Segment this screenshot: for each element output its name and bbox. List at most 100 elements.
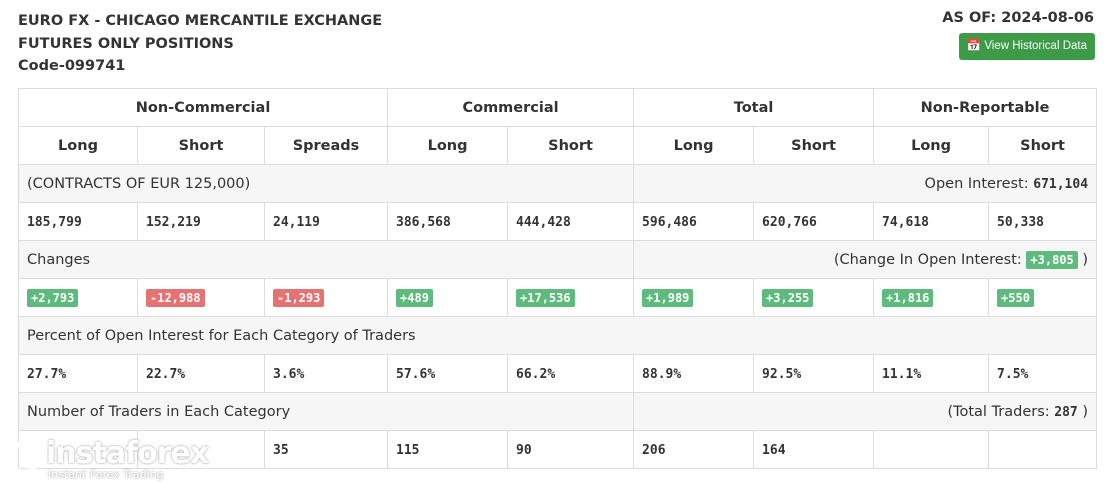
cell: 620,766 (753, 202, 875, 241)
cell: 88.9% (633, 354, 755, 393)
percent-label-row: Percent of Open Interest for Each Catego… (17, 316, 1098, 355)
column-header: Long (387, 126, 509, 165)
value: 596,486 (642, 214, 697, 230)
cell: 50,338 (988, 202, 1098, 241)
group-header: Non-Reportable (873, 88, 1098, 127)
cell: +1,989 (633, 278, 755, 317)
cell (988, 430, 1098, 469)
view-historical-button[interactable]: 📅 View Historical Data (958, 33, 1095, 60)
value: 92.5% (762, 366, 802, 382)
value: 620,766 (762, 214, 817, 230)
subtitle: FUTURES ONLY POSITIONS (18, 35, 234, 52)
column-header: Long (633, 126, 755, 165)
value: 164 (762, 442, 786, 458)
contracts-row: (CONTRACTS OF EUR 125,000) Open Interest:… (17, 164, 1098, 203)
cell: 3.6% (263, 354, 389, 393)
header: EURO FX - CHICAGO MERCANTILE EXCHANGE FU… (18, 10, 382, 78)
cell: +489 (387, 278, 509, 317)
change-badge: -1,293 (273, 288, 325, 307)
as-of: AS OF: 2024-08-06 (942, 10, 1094, 26)
value: 11.1% (882, 366, 922, 382)
cell: 386,568 (387, 202, 509, 241)
summary-badge: +3,805 (1026, 250, 1078, 269)
cell: 444,428 (507, 202, 635, 241)
column-header: Long (18, 126, 138, 165)
column-header: Long (873, 126, 990, 165)
summary-text: (Change In Open Interest: (833, 251, 1022, 268)
cell: 90 (507, 430, 635, 469)
cell: +3,255 (753, 278, 875, 317)
changes-label-row: Changes (Change In Open Interest: +3,805 … (17, 240, 1098, 279)
traders-label-row: Number of Traders in Each Category (Total… (17, 392, 1098, 431)
value: 27.7% (27, 366, 67, 382)
group-header: Commercial (387, 88, 635, 127)
cell: 22.7% (137, 354, 265, 393)
value: 206 (642, 442, 666, 458)
row-summary: Open Interest: 671,104 (633, 164, 1098, 203)
value: 66.2% (516, 366, 556, 382)
button-label: View Historical Data (984, 40, 1087, 52)
change-badge: +1,989 (642, 288, 694, 307)
cell: 74,618 (873, 202, 990, 241)
row-label: Number of Traders in Each Category (17, 392, 635, 431)
summary-text: (Total Traders: (947, 403, 1050, 420)
value: 386,568 (396, 214, 451, 230)
cell: -1,293 (263, 278, 389, 317)
cell: 24,119 (263, 202, 389, 241)
summary-num: 671,104 (1033, 176, 1089, 192)
group-header: Non-Commercial (17, 88, 389, 127)
title: EURO FX - CHICAGO MERCANTILE EXCHANGE (18, 13, 383, 29)
change-badge: +489 (396, 288, 433, 307)
row-label: Changes (17, 240, 635, 279)
value: 22.7% (146, 366, 186, 382)
value: 24,119 (273, 214, 320, 230)
row-label: Percent of Open Interest for Each Catego… (17, 316, 1098, 355)
cell: 185,799 (18, 202, 138, 241)
cell: 27.7% (18, 354, 138, 393)
cell: 11.1% (873, 354, 990, 393)
cell: 57.6% (387, 354, 509, 393)
cell (137, 430, 265, 469)
cell: 206 (633, 430, 755, 469)
cell: 7.5% (988, 354, 1098, 393)
summary-num: 287 (1054, 404, 1078, 420)
percents-row: 27.7% 22.7% 3.6% 57.6% 66.2% 88.9% 92.5% 11.1% 7… (18, 354, 1098, 393)
brand: instaforex (46, 436, 209, 471)
value: 35 (273, 442, 289, 458)
change-badge: +1,816 (882, 288, 934, 307)
group-row: Non-Commercial Commercial Total Non-Reporta… (17, 88, 1098, 127)
group-header: Total (633, 88, 875, 127)
changes-row: +2,793 -12,988 -1,293 +489 +17,536 +1,989 +3,2… (18, 278, 1098, 317)
value: 185,799 (27, 214, 82, 230)
change-badge: -12,988 (146, 288, 205, 307)
summary-text: ) (1082, 403, 1089, 420)
change-badge: +550 (997, 288, 1034, 307)
value: 90 (516, 442, 532, 458)
value: 152,219 (146, 214, 201, 230)
cell: +1,816 (873, 278, 990, 317)
cell (873, 430, 990, 469)
value: 115 (396, 442, 420, 458)
cell: 152,219 (137, 202, 265, 241)
cell: +2,793 (18, 278, 138, 317)
change-badge: +17,536 (516, 288, 575, 307)
value: 3.6% (273, 366, 305, 382)
change-badge: +2,793 (27, 288, 79, 307)
cot-table: Non-Commercial Commercial Total Non-Reporta… (17, 88, 1098, 469)
value: 57.6% (396, 366, 436, 382)
change-badge: +3,255 (762, 288, 814, 307)
cell: -12,988 (137, 278, 265, 317)
column-row: Long Short Spreads Long Short Long Short Long Sh… (18, 126, 1098, 165)
cell: 92.5% (753, 354, 875, 393)
column-header: Short (753, 126, 875, 165)
tagline: Instant Forex Trading (48, 468, 164, 481)
traders-row: 35 115 90 206 164 (18, 430, 1098, 469)
cell: +550 (988, 278, 1098, 317)
column-header: Short (507, 126, 635, 165)
value: 88.9% (642, 366, 682, 382)
cell: 164 (753, 430, 875, 469)
positions-row: 185,799 152,219 24,119 386,568 444,428 596,48… (18, 202, 1098, 241)
cell: 596,486 (633, 202, 755, 241)
summary-text: Open Interest: (924, 175, 1029, 192)
